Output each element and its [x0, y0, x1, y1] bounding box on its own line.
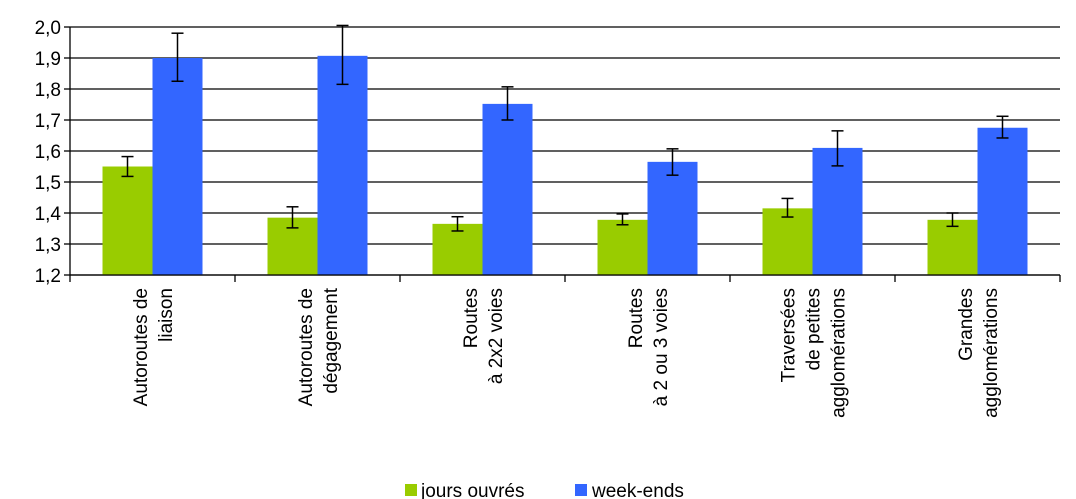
- y-tick-label: 2,0: [35, 18, 61, 39]
- bar-jours-ouvres: [432, 223, 483, 275]
- bar-week-ends: [317, 55, 368, 275]
- bar-jours-ouvres: [927, 219, 978, 275]
- bar-week-ends: [647, 161, 698, 275]
- x-category-label: Traversées de petites agglomérations: [779, 288, 850, 418]
- x-category-label: Autoroutes de liaison: [131, 288, 177, 406]
- y-tick-label: 1,6: [35, 142, 61, 163]
- gridlines: [70, 26, 1060, 276]
- x-category-label-line: Routes: [626, 288, 647, 348]
- legend: jours ouvrés week-ends: [405, 481, 684, 499]
- bar-jours-ouvres: [597, 219, 648, 275]
- x-category-label-line: Traversées: [779, 288, 800, 382]
- error-bars: [121, 24, 1009, 232]
- x-category-label-line: Routes: [461, 288, 482, 348]
- x-category-label-line: de petites: [804, 288, 825, 370]
- y-tick-label: 1,5: [35, 173, 61, 194]
- legend-swatch-jours-ouvres: [405, 484, 417, 496]
- bar-jours-ouvres: [102, 166, 153, 275]
- x-category-label-line: agglomérations: [829, 288, 850, 418]
- legend-label-jours-ouvres: jours ouvrés: [420, 481, 525, 499]
- bar-week-ends: [482, 103, 533, 275]
- x-category-label: Routes à 2 ou 3 voies: [626, 288, 672, 406]
- x-category-label: Routes à 2x2 voies: [461, 288, 507, 384]
- legend-label-week-ends: week-ends: [591, 481, 684, 499]
- bar-week-ends: [977, 127, 1028, 275]
- legend-swatch-week-ends: [575, 484, 587, 496]
- x-category-label-line: à 2x2 voies: [486, 288, 507, 384]
- y-tick-label: 1,8: [35, 80, 61, 101]
- bar-week-ends: [812, 147, 863, 275]
- x-category-label-line: Autoroutes de: [131, 288, 152, 406]
- bar-jours-ouvres: [762, 208, 813, 275]
- bar-week-ends: [152, 58, 203, 275]
- x-category-label-line: agglomérations: [981, 288, 1002, 418]
- x-category-label-line: dégagement: [321, 287, 342, 393]
- axes: [64, 26, 1061, 282]
- y-tick-label: 1,7: [35, 111, 61, 132]
- y-tick-label: 1,3: [35, 235, 61, 256]
- x-category-label-line: à 2 ou 3 voies: [651, 288, 672, 406]
- x-category-label: Autoroutes de dégagement: [296, 287, 342, 406]
- x-category-labels: Autoroutes de liaison Autoroutes de dégagem…: [131, 287, 1002, 418]
- y-tick-label: 1,9: [35, 49, 61, 70]
- x-category-label: Grandes agglomérations: [956, 288, 1002, 418]
- bars: [102, 55, 1028, 275]
- y-tick-labels: 1,2 1,3 1,4 1,5 1,6 1,7 1,8 1,9 2,0: [35, 18, 62, 287]
- y-tick-label: 1,2: [35, 266, 61, 287]
- y-tick-label: 1,4: [35, 204, 62, 225]
- x-category-label-line: liaison: [156, 288, 177, 342]
- x-category-label-line: Grandes: [956, 288, 977, 361]
- x-category-label-line: Autoroutes de: [296, 288, 317, 406]
